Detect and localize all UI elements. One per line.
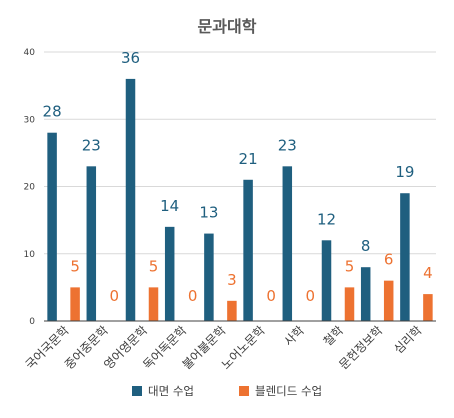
x-category-label: 문헌정보학 bbox=[336, 323, 385, 372]
y-tick-label: 40 bbox=[24, 48, 36, 58]
legend-label-face-to-face: 대면 수업 bbox=[148, 384, 194, 398]
bar-face-to-face-8 bbox=[360, 267, 371, 321]
chart-title: 문과대학 bbox=[198, 17, 257, 36]
data-label-blended-7: 5 bbox=[345, 257, 355, 275]
bar-face-to-face-4 bbox=[204, 233, 214, 321]
data-label-face-to-face-3: 14 bbox=[160, 197, 179, 215]
x-category-label: 철학 bbox=[321, 323, 347, 349]
x-category-label: 심리학 bbox=[391, 323, 424, 356]
data-label-face-to-face-2: 36 bbox=[121, 49, 140, 67]
data-label-face-to-face-0: 28 bbox=[43, 103, 62, 121]
y-tick-label: 10 bbox=[24, 250, 36, 260]
data-label-blended-1: 0 bbox=[110, 287, 120, 305]
data-label-blended-5: 0 bbox=[266, 287, 276, 305]
bar-blended-9 bbox=[423, 294, 433, 321]
bar-face-to-face-1 bbox=[86, 166, 97, 321]
data-label-blended-9: 4 bbox=[423, 264, 433, 282]
y-tick-label: 20 bbox=[24, 183, 36, 193]
x-category-label: 노어노문학 bbox=[219, 323, 268, 372]
data-label-face-to-face-4: 13 bbox=[199, 204, 218, 222]
y-tick-label: 0 bbox=[29, 317, 35, 327]
bar-blended-0 bbox=[70, 287, 80, 321]
data-label-blended-8: 6 bbox=[384, 251, 394, 269]
data-label-face-to-face-7: 12 bbox=[317, 210, 336, 228]
bar-blended-2 bbox=[148, 287, 159, 321]
bar-face-to-face-2 bbox=[125, 78, 136, 322]
gridlines bbox=[44, 51, 436, 255]
bar-face-to-face-7 bbox=[321, 240, 332, 321]
data-label-blended-2: 5 bbox=[149, 257, 159, 275]
data-label-blended-3: 0 bbox=[188, 287, 198, 305]
legend: 대면 수업 블렌디드 수업 bbox=[132, 384, 322, 398]
data-label-blended-6: 0 bbox=[306, 287, 316, 305]
bar-face-to-face-3 bbox=[164, 226, 175, 321]
bar-face-to-face-0 bbox=[47, 132, 57, 321]
data-label-face-to-face-8: 8 bbox=[361, 237, 371, 255]
bar-blended-4 bbox=[227, 300, 237, 321]
x-category-label: 사학 bbox=[281, 323, 307, 349]
bar-blended-8 bbox=[383, 280, 394, 321]
bars bbox=[47, 78, 433, 322]
legend-swatch-blended bbox=[239, 386, 249, 396]
bar-face-to-face-9 bbox=[400, 193, 410, 321]
legend-label-blended: 블렌디드 수업 bbox=[255, 384, 322, 398]
legend-swatch-face-to-face bbox=[132, 386, 142, 396]
data-label-face-to-face-9: 19 bbox=[395, 163, 414, 181]
bar-blended-7 bbox=[344, 287, 355, 321]
data-label-face-to-face-5: 21 bbox=[239, 150, 258, 168]
data-label-face-to-face-1: 23 bbox=[82, 136, 101, 154]
bar-face-to-face-5 bbox=[243, 179, 253, 321]
data-label-face-to-face-6: 23 bbox=[278, 136, 297, 154]
bar-face-to-face-6 bbox=[282, 166, 293, 321]
y-tick-label: 30 bbox=[24, 115, 36, 125]
y-axis-tick-labels: 0 10 20 30 40 bbox=[24, 48, 36, 327]
data-label-blended-4: 3 bbox=[227, 271, 237, 289]
data-label-blended-0: 5 bbox=[70, 257, 80, 275]
